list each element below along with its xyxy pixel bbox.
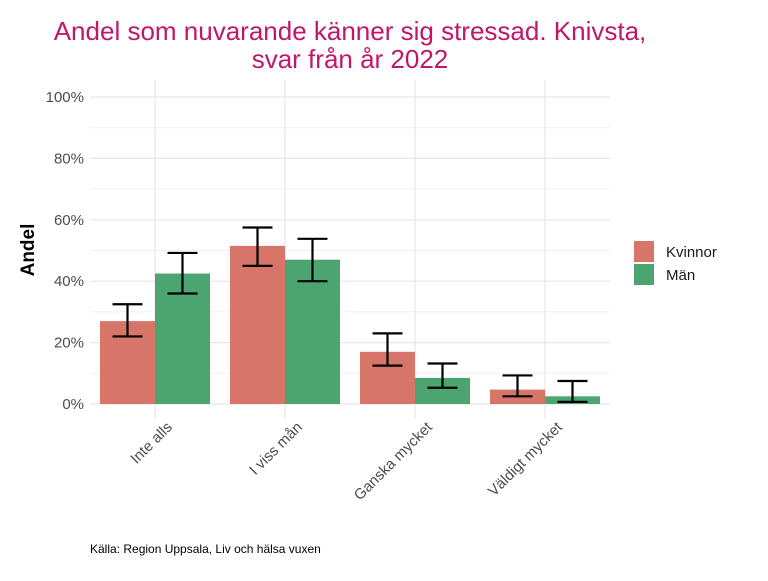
error-bar <box>372 332 403 367</box>
x-tick-label: Ganska mycket <box>351 418 437 504</box>
bar <box>285 259 340 404</box>
legend-label: Kvinnor <box>666 244 717 261</box>
legend-swatch <box>634 264 654 285</box>
y-axis-label: Andel <box>18 224 39 277</box>
y-tick-label: 100% <box>46 89 84 106</box>
x-tick-label: I viss mån <box>246 419 306 479</box>
error-bars <box>112 226 588 403</box>
y-tick-label: 80% <box>54 150 84 167</box>
error-bar <box>427 362 458 389</box>
bars <box>100 245 600 404</box>
error-bar <box>297 237 328 283</box>
y-tick-label: 60% <box>54 212 84 229</box>
error-bar <box>502 374 533 398</box>
legend-label: Män <box>666 267 695 284</box>
x-tick-label: Väldigt mycket <box>485 418 567 500</box>
x-axis: Inte alls I viss mån Ganska mycket Väldigt … <box>127 418 566 504</box>
bar <box>155 273 210 404</box>
error-bar <box>242 226 273 267</box>
y-tick-label: 0% <box>62 396 84 413</box>
legend-swatch <box>634 241 654 262</box>
error-bar <box>557 379 588 403</box>
legend: Kvinnor Män <box>634 241 717 285</box>
chart-caption: Källa: Region Uppsala, Liv och hälsa vux… <box>90 542 321 556</box>
y-tick-label: 40% <box>54 273 84 290</box>
chart-subtitle: svar från år 2022 <box>252 44 449 74</box>
error-bar <box>167 251 198 295</box>
y-axis: 0% 20% 40% 60% 80% 100% <box>46 89 84 413</box>
error-bar <box>112 303 143 338</box>
y-tick-label: 20% <box>54 335 84 352</box>
chart-title: Andel som nuvarande känner sig stressad.… <box>54 16 647 46</box>
x-tick-label: Inte alls <box>127 419 176 468</box>
bar <box>230 245 285 404</box>
